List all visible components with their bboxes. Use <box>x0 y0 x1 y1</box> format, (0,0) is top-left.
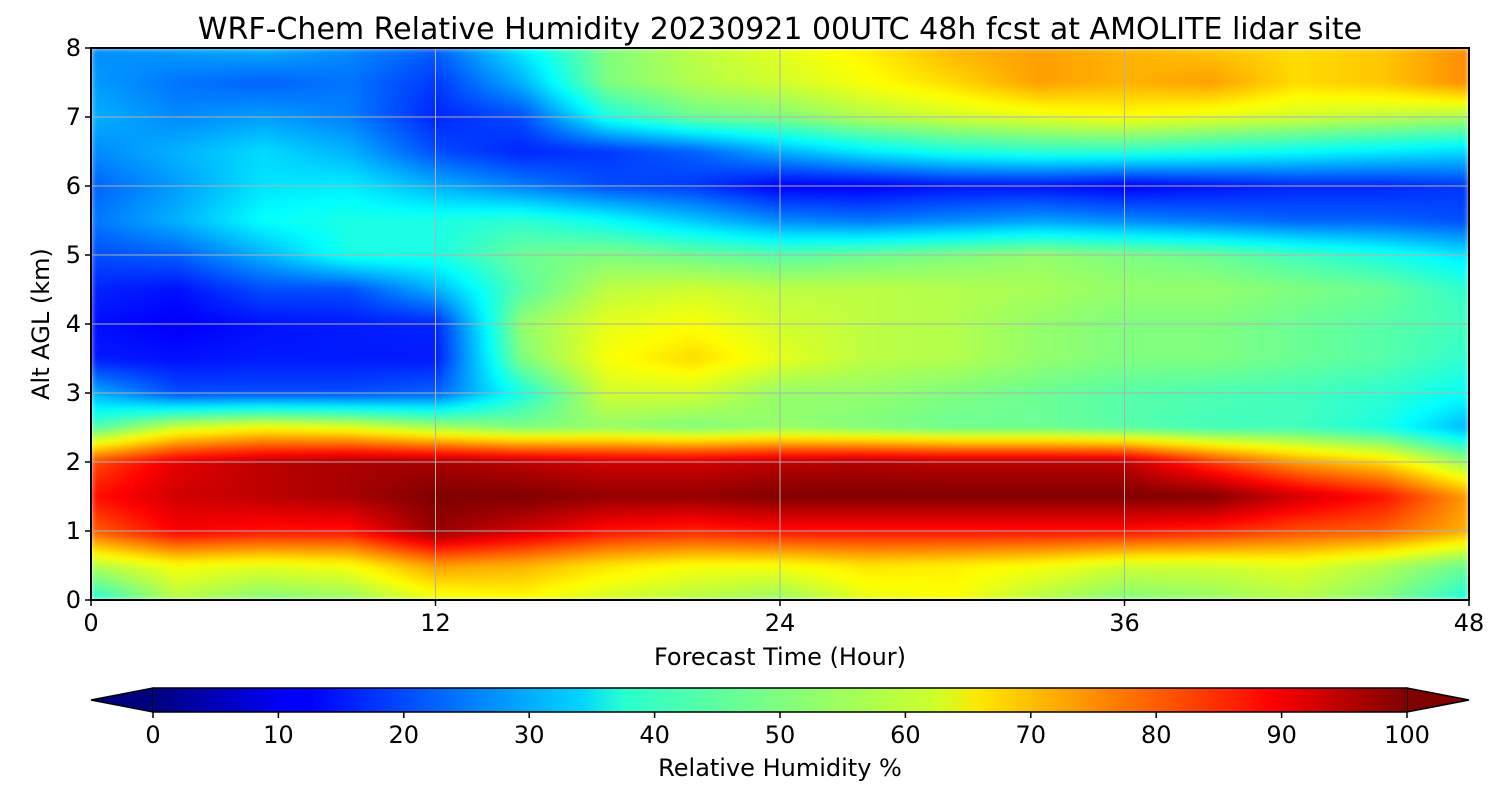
colorbar-tick-label: 80 <box>1141 721 1172 749</box>
colorbar-tick-label: 30 <box>514 721 545 749</box>
y-axis-label: Alt AGL (km) <box>27 248 55 400</box>
x-tick-label: 24 <box>765 609 796 637</box>
colorbar-tick-label: 90 <box>1266 721 1297 749</box>
y-tick-label: 0 <box>66 586 81 614</box>
colorbar: 0 10 20 30 40 50 60 70 80 90 100 Relative Humidity… <box>90 687 1470 782</box>
y-tick-label: 2 <box>66 448 81 476</box>
x-tick-label: 48 <box>1454 609 1485 637</box>
colorbar-tick-label: 60 <box>890 721 921 749</box>
colorbar-ticks: 0 10 20 30 40 50 60 70 80 90 100 <box>145 712 1430 749</box>
heatmap-plot-area <box>90 47 1470 601</box>
colorbar-tick-label: 0 <box>145 721 160 749</box>
colorbar-tick-label: 20 <box>389 721 420 749</box>
colorbar-tick-label: 10 <box>263 721 294 749</box>
y-tick-label: 1 <box>66 517 81 545</box>
y-tick-label: 4 <box>66 310 81 338</box>
x-tick-label: 36 <box>1109 609 1140 637</box>
y-axis: 0 1 2 3 4 5 6 7 8 <box>66 34 91 614</box>
y-tick-label: 3 <box>66 379 81 407</box>
x-tick-label: 0 <box>83 609 98 637</box>
x-tick-label: 12 <box>420 609 451 637</box>
chart-title: WRF-Chem Relative Humidity 20230921 00UT… <box>198 12 1362 47</box>
colorbar-tick-label: 50 <box>765 721 796 749</box>
y-tick-label: 8 <box>66 34 81 62</box>
y-tick-label: 6 <box>66 172 81 200</box>
colorbar-gradient <box>153 688 1407 712</box>
x-axis-label: Forecast Time (Hour) <box>654 643 906 671</box>
y-tick-label: 5 <box>66 241 81 269</box>
y-tick-label: 7 <box>66 103 81 131</box>
colorbar-tick-label: 70 <box>1016 721 1047 749</box>
colorbar-tick-label: 100 <box>1384 721 1430 749</box>
x-axis: 0 12 24 36 48 <box>83 600 1484 637</box>
colorbar-label: Relative Humidity % <box>658 754 902 782</box>
colorbar-tick-label: 40 <box>639 721 670 749</box>
colorbar-extend-low <box>90 687 154 713</box>
colorbar-extend-high <box>1406 687 1470 713</box>
